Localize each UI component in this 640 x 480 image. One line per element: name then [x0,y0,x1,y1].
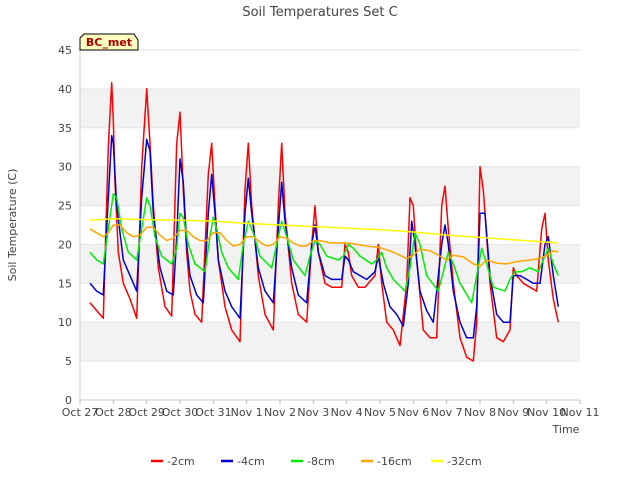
x-tick-label: Oct 28 [95,406,132,419]
series-line--2cm [89,81,560,362]
y-tick-label: 40 [58,83,72,96]
legend-label: -4cm [237,455,265,468]
series-line--32cm [89,218,559,244]
y-tick-label: 0 [65,394,72,407]
x-tick-label: Nov 8 [464,406,496,419]
x-tick-label: Nov 1 [231,406,263,419]
station-label-box: BC_met [79,33,139,51]
x-tick-label: Oct 29 [128,406,165,419]
station-label-background [79,33,139,51]
y-tick-label: 25 [58,200,72,213]
chart-title: Soil Temperatures Set C [242,5,397,20]
y-tick-label: 5 [65,355,72,368]
legend: -2cm -4cm -8cm -16cm -32cm [151,455,482,468]
x-tick-label: Oct 30 [162,406,199,419]
x-tick-label: Oct 31 [195,406,232,419]
x-tick-label: Nov 9 [497,406,529,419]
grid-band [80,322,580,362]
legend-label: -8cm [307,455,335,468]
x-tick-label: Nov 5 [364,406,396,419]
grid-band [80,88,580,128]
y-tick-label: 20 [58,238,72,251]
y-tick-label: 35 [58,122,72,135]
grid-band [80,166,580,206]
y-tick-label: 30 [58,161,72,174]
x-tick-label: Oct 27 [62,406,99,419]
series-line--8cm [89,193,559,304]
station-label: BC_met [86,36,132,49]
legend-label: -16cm [377,455,412,468]
legend-label: -32cm [447,455,482,468]
x-tick-label: Nov 6 [397,406,429,419]
x-tick-label: Nov 4 [331,406,363,419]
y-tick-label: 10 [58,316,72,329]
y-axis-label: Soil Temperature (C) [6,169,19,282]
x-tick-label: Nov 3 [297,406,329,419]
x-tick-label: Nov 10 [527,406,566,419]
y-tick-label: 45 [58,44,72,57]
series-line--16cm [89,224,559,267]
legend-label: -2cm [167,455,195,468]
series-line--4cm [89,134,560,339]
x-tick-label: Nov 11 [561,406,600,419]
x-tick-label: Nov 2 [264,406,296,419]
series-lines [89,81,560,362]
y-tick-label: 15 [58,277,72,290]
plot-bands [80,49,580,401]
x-tick-label: Nov 7 [431,406,463,419]
y-ticks: 0 5 10 15 20 25 30 35 40 45 [58,44,72,407]
x-axis-label: Time [552,423,580,436]
